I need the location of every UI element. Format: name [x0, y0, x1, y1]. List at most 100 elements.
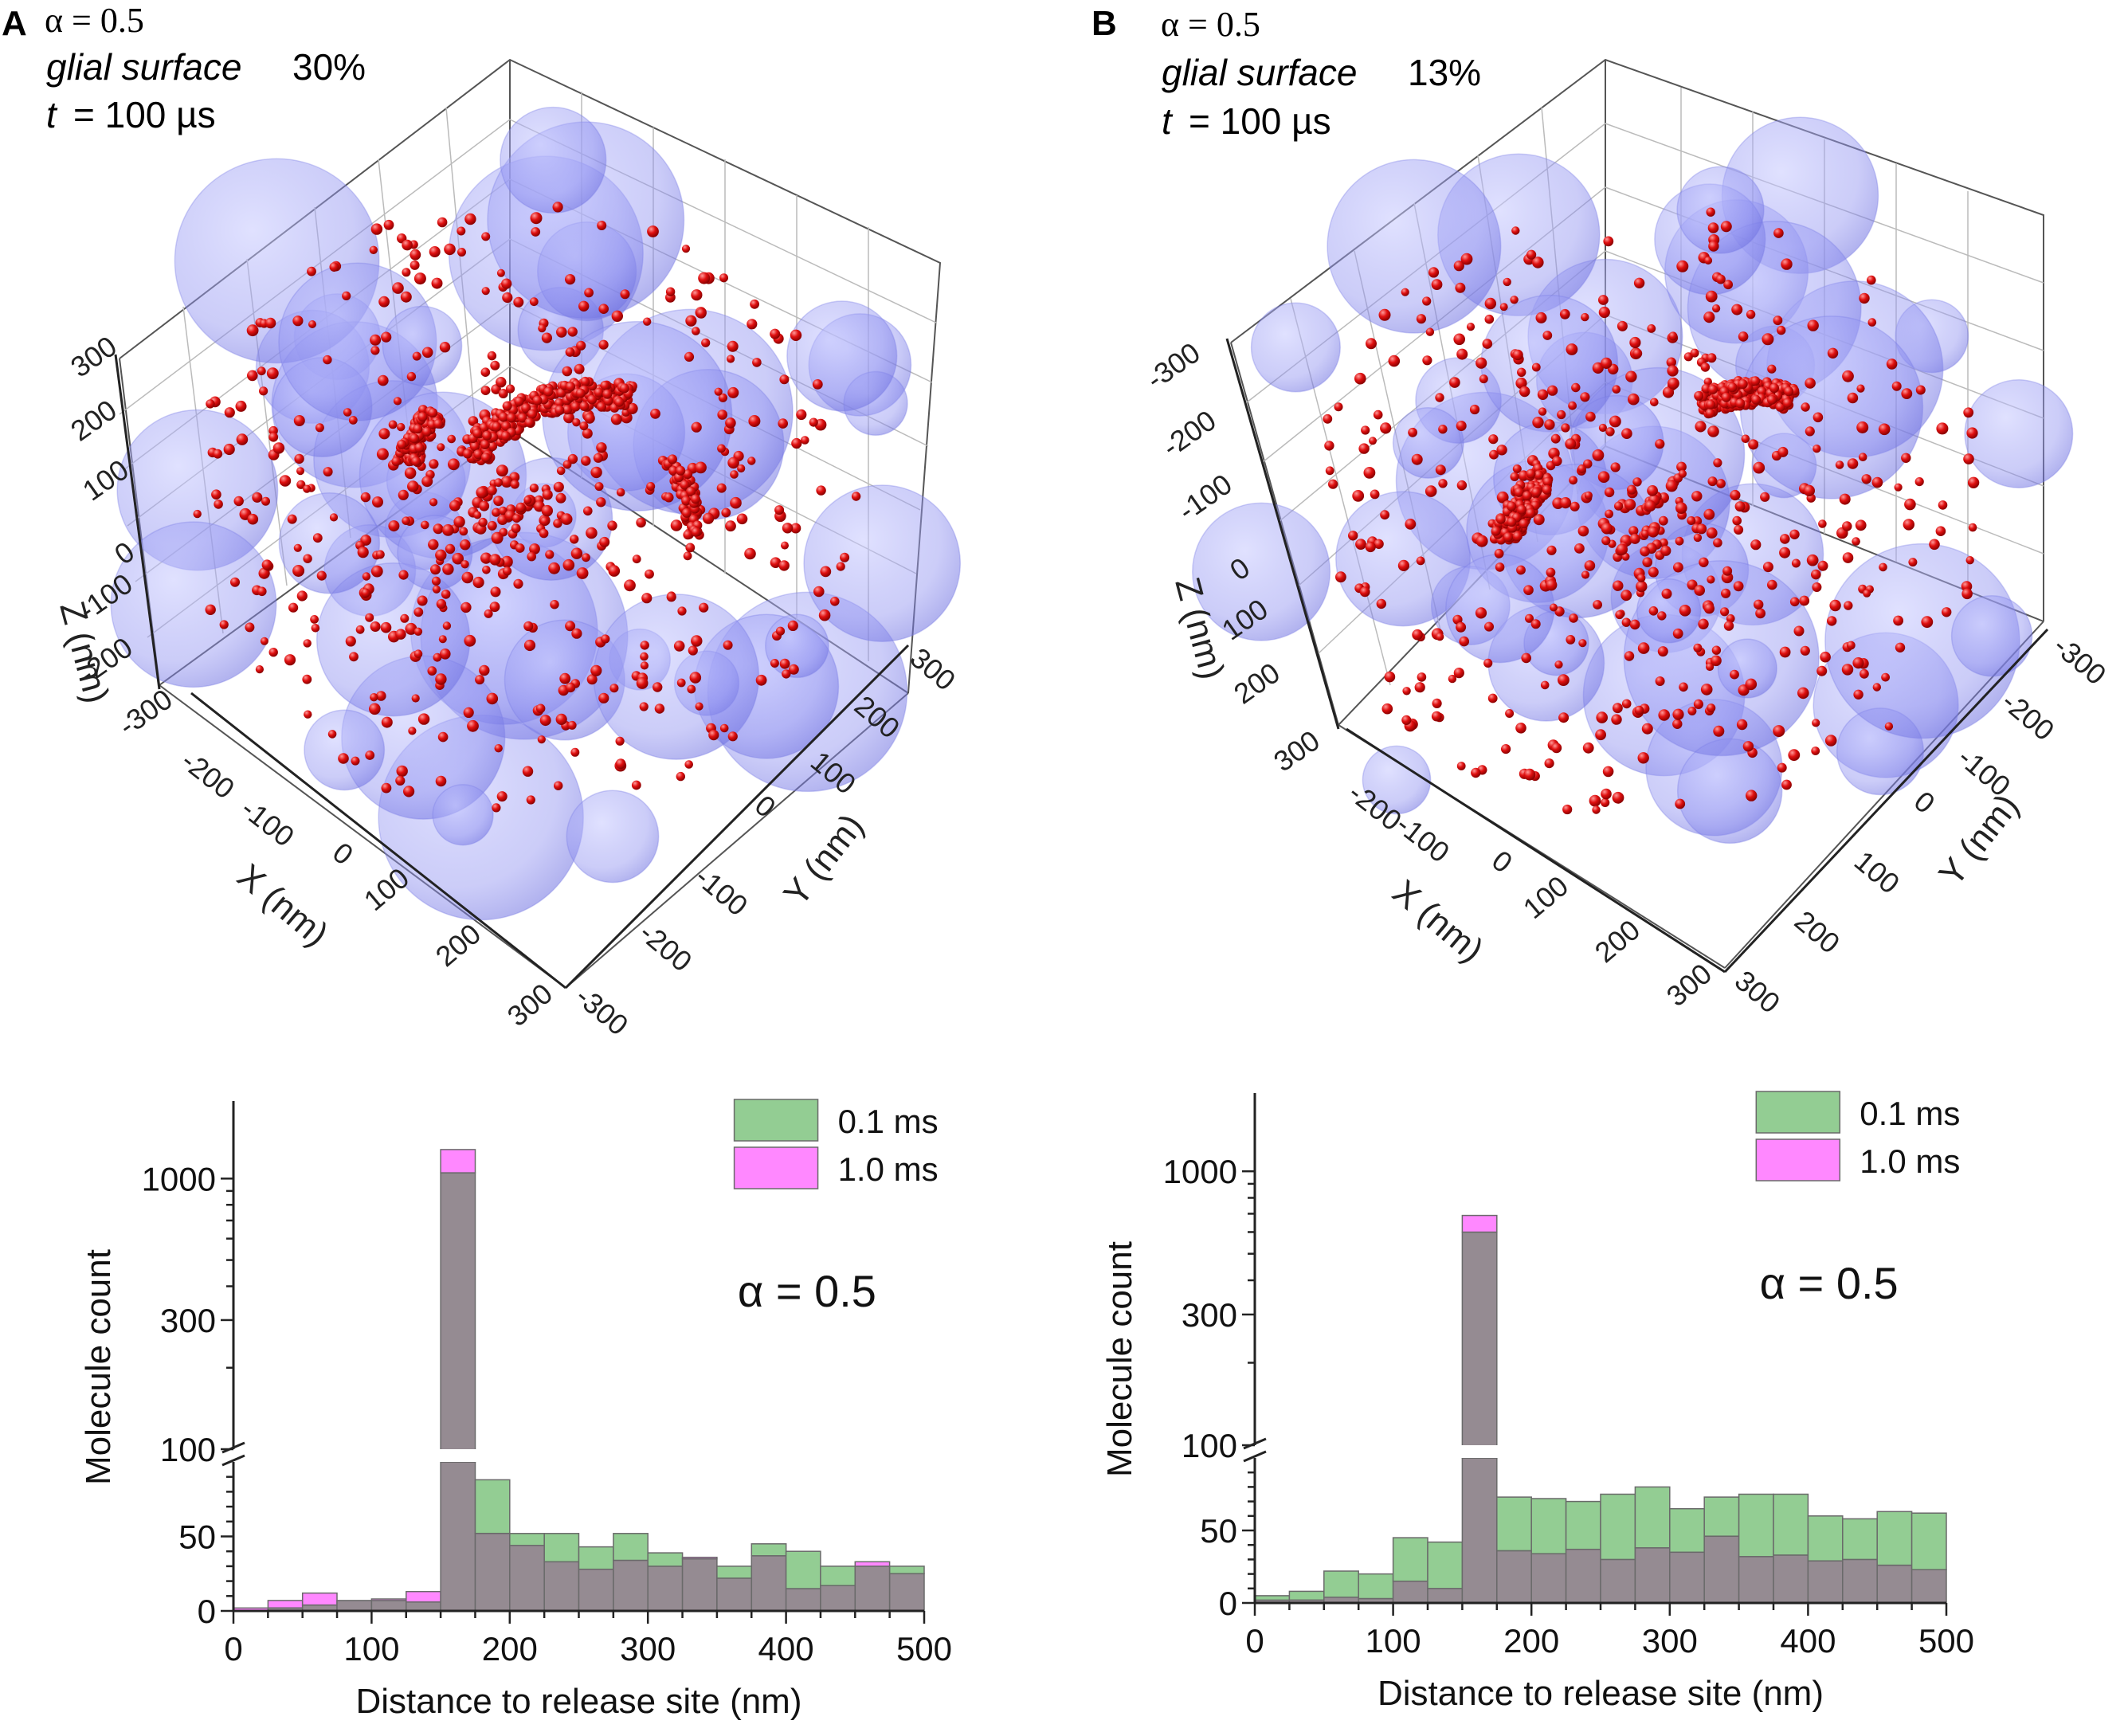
- molecule-dot: [1878, 423, 1891, 436]
- molecule-dot: [1571, 382, 1581, 393]
- molecule-dot: [1557, 410, 1566, 420]
- molecule-dot: [590, 664, 602, 676]
- panel-b-alpha: α = 0.5: [1161, 5, 1260, 44]
- molecule-dot: [370, 565, 383, 578]
- molecule-dot: [402, 268, 411, 277]
- molecule-dot: [473, 449, 484, 460]
- molecule-dot: [1598, 423, 1607, 433]
- glial-sphere: [1717, 638, 1777, 699]
- molecule-dot: [719, 273, 728, 283]
- panel-b-y-tick: -200: [1996, 685, 2061, 747]
- molecule-dot: [381, 716, 393, 728]
- molecule-dot: [572, 418, 581, 427]
- molecule-dot: [1629, 619, 1640, 630]
- molecule-dot: [1523, 768, 1536, 781]
- molecule-dot: [571, 628, 582, 639]
- molecule-dot: [1521, 652, 1531, 664]
- molecule-dot: [1452, 614, 1463, 625]
- molecule-dot: [402, 516, 410, 525]
- molecule-dot: [1422, 296, 1432, 306]
- molecule-dot: [1872, 683, 1881, 692]
- panel-b-z-axis: [1225, 338, 1340, 730]
- molecule-dot: [666, 592, 676, 602]
- molecule-dot: [1479, 374, 1488, 384]
- molecule-dot: [1414, 682, 1425, 693]
- molecule-dot: [1558, 674, 1570, 686]
- panel-b-glial-spheres: [1192, 116, 2074, 844]
- histogram-bar-overlap: [1703, 1535, 1740, 1604]
- panel-a-x-label: X (nm): [230, 856, 336, 954]
- histogram-bar-overlap: [474, 1533, 511, 1612]
- molecule-dot: [293, 415, 305, 426]
- legend-swatch-0.1ms: [1755, 1091, 1841, 1134]
- molecule-dot: [1755, 608, 1766, 619]
- histogram-bar-overlap: [406, 1601, 441, 1612]
- molecule-dot: [440, 649, 451, 660]
- molecule-dot: [555, 492, 566, 504]
- molecule-dot: [594, 387, 604, 398]
- molecule-dot: [433, 523, 444, 535]
- molecule-dot: [1777, 325, 1786, 335]
- molecule-dot: [293, 543, 302, 552]
- molecule-dot: [1820, 651, 1831, 663]
- molecule-dot: [1844, 601, 1853, 610]
- molecule-dot: [459, 527, 468, 536]
- molecule-dot: [388, 520, 400, 532]
- histogram-bar-overlap: [1738, 1556, 1774, 1604]
- molecule-dot: [779, 374, 790, 385]
- y-axis-label: Molecule count: [1100, 1241, 1139, 1477]
- molecule-dot: [481, 287, 490, 296]
- panel-a-y-tick: -300: [570, 980, 635, 1042]
- molecule-dot: [1847, 458, 1859, 469]
- molecule-dot: [417, 713, 430, 725]
- molecule-dot: [836, 562, 845, 571]
- molecule-dot: [553, 519, 562, 528]
- molecule-dot: [696, 308, 707, 319]
- molecule-dot: [1380, 422, 1392, 434]
- histogram-bar-overlap: [1461, 1231, 1498, 1459]
- x-tick-label: 300: [620, 1630, 676, 1667]
- molecule-dot: [1694, 390, 1704, 401]
- molecule-dot: [1871, 476, 1883, 488]
- histogram-bar-0.1ms: [509, 1533, 545, 1546]
- molecule-dot: [809, 417, 818, 427]
- molecule-dot: [1632, 348, 1643, 359]
- molecule-dot: [830, 597, 840, 606]
- molecule-dot: [1723, 621, 1734, 631]
- molecule-dot: [574, 363, 585, 374]
- molecule-dot: [538, 324, 547, 333]
- glial-sphere: [432, 784, 494, 846]
- molecule-dot: [505, 384, 515, 394]
- histogram-bar-1.0ms: [301, 1592, 338, 1606]
- molecule-dot: [472, 576, 484, 589]
- histogram-bar-overlap: [1669, 1551, 1705, 1604]
- molecule-dot: [1550, 433, 1561, 444]
- molecule-dot: [590, 466, 602, 479]
- molecule-dot: [397, 422, 406, 432]
- molecule-dot: [1667, 365, 1679, 377]
- molecule-dot: [360, 492, 371, 503]
- molecule-dot: [653, 682, 663, 692]
- molecule-dot: [1475, 357, 1487, 369]
- molecule-dot: [375, 550, 385, 559]
- molecule-dot: [393, 397, 402, 406]
- molecule-dot: [1678, 469, 1687, 478]
- panel-a-3d-scatter: 300 200 100 0 -100 -200 -300 Z (nm) -200…: [52, 58, 962, 1042]
- molecule-dot: [529, 484, 539, 493]
- molecule-dot: [1561, 423, 1570, 433]
- histogram-bar-0.1ms: [1842, 1518, 1878, 1561]
- molecule-dot: [1628, 526, 1639, 536]
- molecule-dot: [677, 606, 687, 616]
- molecule-dot: [559, 672, 571, 684]
- molecule-dot: [476, 486, 488, 499]
- molecule-dot: [691, 527, 701, 537]
- molecule-dot: [1435, 464, 1446, 476]
- molecule-dot: [555, 405, 565, 415]
- molecule-dot: [1657, 646, 1668, 657]
- molecule-dot: [1613, 580, 1624, 591]
- molecule-dot: [402, 239, 413, 251]
- molecule-dot: [576, 567, 589, 579]
- molecule-dot: [1352, 490, 1365, 502]
- molecule-dot: [370, 334, 382, 346]
- histogram-bar-overlap: [509, 1544, 545, 1612]
